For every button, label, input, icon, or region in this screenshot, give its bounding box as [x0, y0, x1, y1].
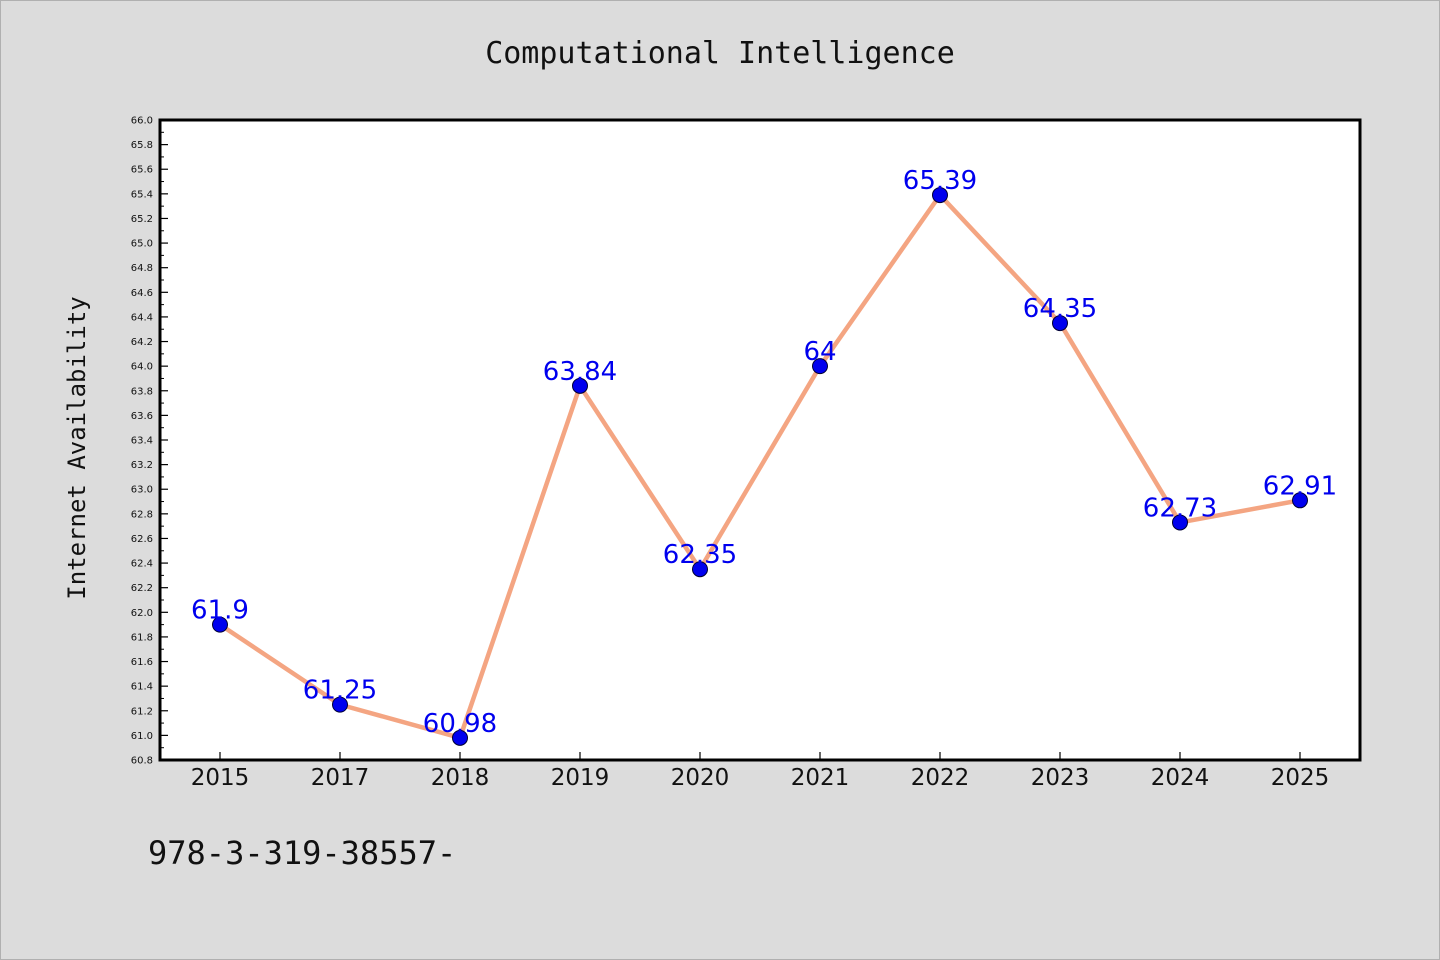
y-tick-label: 65.4: [131, 189, 153, 200]
data-label: 61.25: [303, 676, 377, 706]
y-tick-label: 66.0: [131, 116, 153, 127]
data-point: [1052, 315, 1068, 332]
y-tick-label: 62.4: [131, 559, 153, 570]
y-tick-label: 61.8: [131, 632, 153, 643]
y-tick-label: 62.2: [131, 583, 153, 594]
y-tick-label: 65.0: [131, 239, 153, 250]
y-tick-label: 65.8: [131, 140, 153, 151]
x-tick-label: 2018: [431, 765, 490, 791]
x-tick-label: 2017: [311, 765, 370, 791]
chart-title: Computational Intelligence: [485, 36, 955, 71]
data-point: [1172, 514, 1188, 531]
data-label: 62.35: [663, 540, 737, 570]
footer-text: 978-3-319-38557-: [148, 834, 456, 872]
data-point: [812, 358, 828, 375]
y-tick-label: 61.2: [131, 706, 153, 717]
data-label: 60.98: [423, 709, 497, 739]
y-axis-ticks: 60.8 61.0 61.2 61.4 61.6 61.8 62.0 62.2 62.4 62.6…: [131, 116, 168, 767]
x-tick-label: 2021: [791, 765, 850, 791]
y-tick-label: 63.2: [131, 460, 153, 471]
y-tick-label: 63.4: [131, 436, 153, 447]
y-tick-label: 60.8: [131, 756, 153, 767]
y-tick-label: 61.6: [131, 657, 153, 668]
data-label: 61.9: [191, 596, 249, 626]
y-tick-label: 64.2: [131, 337, 153, 348]
y-tick-label: 62.0: [131, 608, 153, 619]
y-tick-label: 65.2: [131, 214, 153, 225]
data-label: 65.39: [903, 166, 977, 196]
x-axis-ticks: 2015 2017 2018 2019 2020 2021 2022 2023 2024 2025: [191, 752, 1330, 791]
data-point: [452, 729, 468, 746]
x-tick-label: 2024: [1151, 765, 1210, 791]
data-label: 64: [803, 337, 836, 367]
plot-frame: [158, 118, 1362, 762]
data-point: [692, 561, 708, 578]
y-tick-label: 63.0: [131, 485, 153, 496]
data-labels: 61.9 61.25 60.98 63.84 62.35 64 65.39 64.35 62.7…: [191, 166, 1337, 739]
data-point: [572, 377, 588, 394]
data-label: 62.91: [1263, 471, 1337, 501]
y-tick-label: 62.8: [131, 509, 153, 520]
y-tick-label: 61.4: [131, 682, 153, 693]
y-tick-label: 64.4: [131, 312, 153, 323]
data-label: 62.73: [1143, 493, 1217, 523]
x-tick-label: 2023: [1031, 765, 1090, 791]
y-tick-label: 65.6: [131, 165, 153, 176]
data-label: 63.84: [543, 357, 617, 387]
data-point: [332, 696, 348, 713]
series-line: [217, 192, 1303, 741]
x-tick-label: 2019: [551, 765, 610, 791]
data-point: [932, 187, 948, 204]
y-tick-label: 64.8: [131, 263, 153, 274]
data-point: [1292, 492, 1308, 509]
series-layer: [212, 187, 1308, 746]
x-tick-label: 2015: [191, 765, 250, 791]
y-tick-label: 61.0: [131, 731, 153, 742]
y-tick-label: 64.0: [131, 362, 153, 373]
plot-area: [160, 120, 1360, 760]
x-tick-label: 2020: [671, 765, 730, 791]
data-point: [212, 616, 228, 633]
x-tick-label: 2022: [911, 765, 970, 791]
y-tick-label: 63.8: [131, 386, 153, 397]
x-tick-label: 2025: [1271, 765, 1330, 791]
data-label: 64.35: [1023, 294, 1097, 324]
y-tick-label: 62.6: [131, 534, 153, 545]
y-tick-label: 63.6: [131, 411, 153, 422]
y-axis-label: Internet Availability: [63, 296, 91, 599]
y-tick-label: 64.6: [131, 288, 153, 299]
